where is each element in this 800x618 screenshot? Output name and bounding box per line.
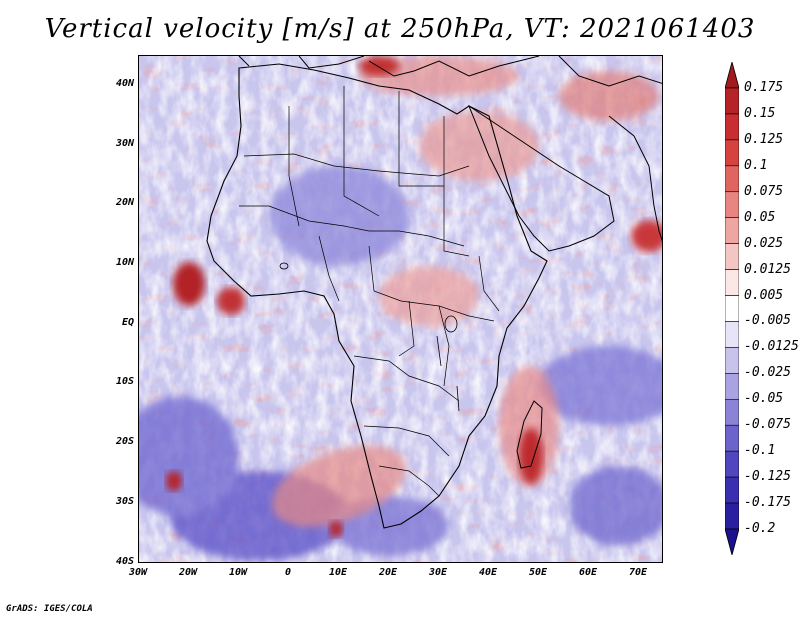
lat-label-30s: 30S xyxy=(115,496,134,507)
colorbar-swatch xyxy=(725,113,739,141)
chart-title: Vertical velocity [m/s] at 250hPa, VT: 2… xyxy=(44,14,756,44)
colorbar-top-triangle xyxy=(725,62,739,89)
colorbar-swatch xyxy=(725,450,739,478)
lat-label-20s: 20S xyxy=(115,436,134,447)
colorbar-swatch xyxy=(725,165,739,193)
madagascar-coastline xyxy=(516,400,543,469)
colorbar-swatch xyxy=(725,87,739,115)
map-plot-area xyxy=(138,55,663,563)
lat-label-eq: EQ xyxy=(121,317,134,328)
colorbar xyxy=(725,62,739,555)
lon-label-60e: 60E xyxy=(578,567,598,578)
lon-label-40e: 40E xyxy=(478,567,498,578)
strong-updraft-cores xyxy=(166,56,662,537)
colorbar-label: 0.025 xyxy=(744,235,784,251)
india-coastline xyxy=(608,115,662,242)
colorbar-label: -0.175 xyxy=(744,495,791,511)
lon-label-10w: 10W xyxy=(228,567,248,578)
lat-label-10n: 10N xyxy=(115,257,134,268)
lon-label-20e: 20E xyxy=(378,567,398,578)
lon-label-50e: 50E xyxy=(528,567,548,578)
colorbar-label: 0.005 xyxy=(744,287,784,303)
colorbar-swatch xyxy=(725,321,739,348)
colorbar-swatch xyxy=(725,398,739,426)
colorbar-swatch xyxy=(725,502,739,530)
lat-label-10s: 10S xyxy=(115,376,134,387)
colorbar-label: -0.1 xyxy=(744,443,776,459)
lon-label-30w: 30W xyxy=(128,567,148,578)
grads-credit: GrADS: IGES/COLA xyxy=(6,604,93,614)
lat-label-20n: 20N xyxy=(115,197,134,208)
colorbar-label: 0.125 xyxy=(744,131,784,147)
lat-label-30n: 30N xyxy=(115,138,134,149)
arabia-coastline xyxy=(467,104,615,252)
colorbar-label: 0.05 xyxy=(744,209,776,225)
colorbar-label: 0.0125 xyxy=(744,261,791,277)
colorbar-swatch xyxy=(725,476,739,504)
lon-label-30e: 30E xyxy=(428,567,448,578)
colorbar-label: -0.075 xyxy=(744,417,791,433)
colorbar-swatch xyxy=(725,424,739,452)
colorbar-label: -0.05 xyxy=(744,391,784,407)
colorbar-swatch xyxy=(725,191,739,219)
lon-label-0: 0 xyxy=(284,567,292,578)
colorbar-swatch xyxy=(725,295,739,322)
colorbar-label: -0.005 xyxy=(744,313,791,329)
colorbar-swatch xyxy=(725,269,739,296)
lon-label-70e: 70E xyxy=(628,567,648,578)
colorbar-label: -0.2 xyxy=(744,521,776,536)
colorbar-label: -0.0125 xyxy=(744,339,799,355)
colorbar-swatch xyxy=(725,243,739,270)
colorbar-label: -0.025 xyxy=(744,365,791,381)
colorbar-swatch xyxy=(725,217,739,244)
colorbar-swatch xyxy=(725,373,739,400)
map-svg xyxy=(139,56,662,562)
colorbar-label: 0.075 xyxy=(744,183,784,199)
lakes xyxy=(279,262,460,412)
lat-label-40n: 40N xyxy=(115,78,134,89)
colorbar-swatch xyxy=(725,139,739,167)
colorbar-label: -0.125 xyxy=(744,469,791,485)
country-borders xyxy=(239,86,500,497)
lon-label-20w: 20W xyxy=(178,567,198,578)
colorbar-label: 0.175 xyxy=(744,80,784,95)
colorbar-bottom-triangle xyxy=(725,528,739,555)
lat-label-40s: 40S xyxy=(115,556,134,567)
colorbar-swatch xyxy=(725,347,739,374)
lon-label-10e: 10E xyxy=(328,567,348,578)
europe-coastline xyxy=(238,56,662,87)
colorbar-label: 0.15 xyxy=(744,105,776,121)
colorbar-label: 0.1 xyxy=(744,157,768,173)
